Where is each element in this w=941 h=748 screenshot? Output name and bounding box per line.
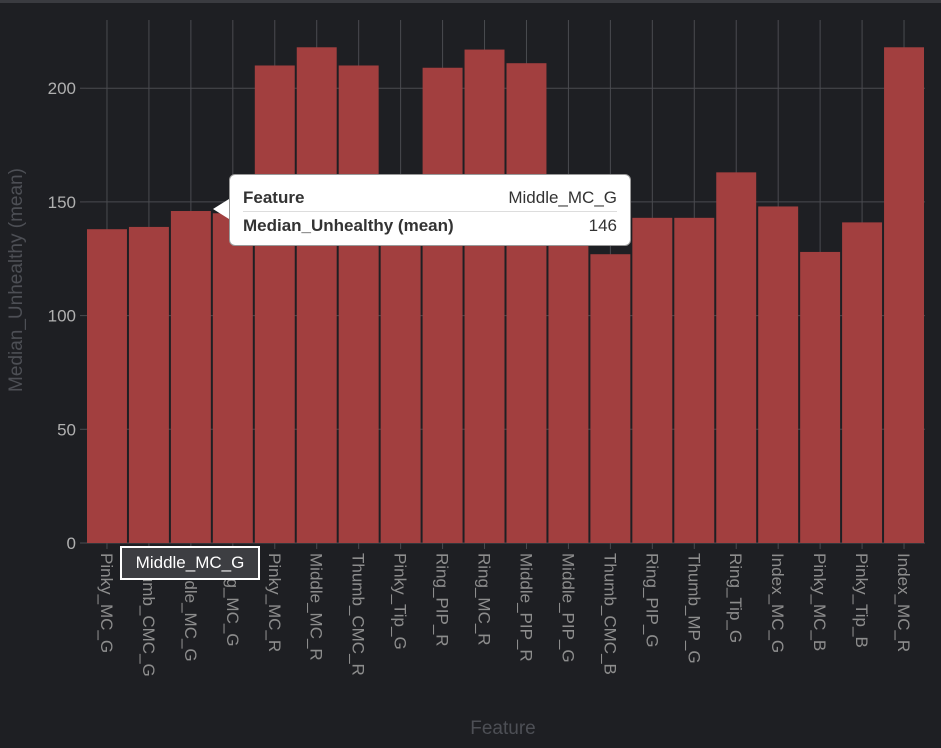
grid <box>86 20 925 544</box>
tooltip-feature-key: Feature <box>243 187 305 207</box>
bar-Ring_PIP_G[interactable] <box>632 217 673 543</box>
x-tick-label: Pinky_Tip_G <box>391 553 410 650</box>
x-tick-label: Ring_MC_R <box>475 553 494 646</box>
hover-tooltip: Feature Middle_MC_G Median_Unhealthy (me… <box>229 174 631 246</box>
x-tick-label: Thumb_CMC_B <box>600 553 619 675</box>
x-tick-label: Middle_MC_G <box>181 553 200 662</box>
x-tick-label: Middle_PIP_R <box>516 553 535 662</box>
tooltip-metric-key: Median_Unhealthy (mean) <box>243 215 454 235</box>
bar-Thumb_CMC_G[interactable] <box>128 226 169 543</box>
x-tick-label: Ring_PIP_R <box>433 553 452 647</box>
bar-Index_MC_R[interactable] <box>884 47 924 543</box>
tooltip-metric-value: 146 <box>588 215 617 235</box>
x-axis-hover-label: Middle_MC_G <box>120 546 260 580</box>
bar-Middle_MC_R[interactable] <box>296 47 337 543</box>
bar-Pinky_MC_R[interactable] <box>254 65 295 543</box>
x-tick-label: Pinky_MC_B <box>810 553 829 651</box>
y-tick-label: 200 <box>48 79 76 98</box>
x-axis-title: Feature <box>470 718 535 739</box>
tooltip-arrow <box>213 199 229 219</box>
x-tick-label: Thumb_CMC_G <box>139 553 158 677</box>
tooltip-feature-value: Middle_MC_G <box>508 187 617 207</box>
bar-Ring_Tip_G[interactable] <box>716 172 757 543</box>
y-tick-label: 0 <box>67 534 76 553</box>
bar-Thumb_MP_G[interactable] <box>674 217 715 543</box>
bar-Ring_MC_R[interactable] <box>464 49 505 543</box>
x-tick-label: Thumb_CMC_R <box>349 553 368 676</box>
top-rule <box>0 0 941 3</box>
y-axis-ticks: 0 50 100 150 200 <box>48 79 86 553</box>
x-tick-label: Middle_PIP_G <box>558 553 577 663</box>
x-tick-label: Middle_MC_R <box>307 553 326 661</box>
y-axis-title: Median_Unhealthy (mean) <box>6 168 27 392</box>
y-tick-label: 100 <box>48 307 76 326</box>
bar-Middle_MC_G[interactable] <box>170 211 211 543</box>
x-tick-label: Index_MC_G <box>768 553 787 653</box>
x-tick-label: Ring_PIP_G <box>642 553 661 648</box>
x-tick-label: Index_MC_R <box>894 553 913 652</box>
bar-Thumb_CMC_B[interactable] <box>590 254 631 543</box>
bars[interactable] <box>87 47 924 544</box>
bar-Index_MC_G[interactable] <box>758 206 799 543</box>
bar-Pinky_MC_B[interactable] <box>800 251 841 543</box>
y-tick-label: 50 <box>57 420 76 439</box>
bar-Pinky_MC_G[interactable] <box>87 229 127 543</box>
bar-Middle_PIP_R[interactable] <box>506 63 547 544</box>
tooltip-metric-row: Median_Unhealthy (mean) 146 <box>243 211 617 239</box>
x-tick-label: Pinky_MC_R <box>265 553 284 652</box>
x-tick-label: Ring_Tip_G <box>726 553 745 643</box>
bar-Pinky_Tip_G[interactable] <box>380 208 421 543</box>
tooltip-feature-row: Feature Middle_MC_G <box>243 184 617 211</box>
bar-Ring_MC_G[interactable] <box>212 213 253 544</box>
bar-Thumb_CMC_R[interactable] <box>338 65 379 543</box>
bar-Pinky_Tip_B[interactable] <box>842 222 883 543</box>
x-tick-label: Pinky_Tip_B <box>852 553 871 648</box>
x-tick-label: Pinky_MC_G <box>97 553 116 653</box>
bar-Ring_PIP_R[interactable] <box>422 67 463 544</box>
bar-Middle_PIP_G[interactable] <box>548 224 589 544</box>
y-tick-label: 150 <box>48 193 76 212</box>
x-tick-label: Thumb_MP_G <box>684 553 703 664</box>
